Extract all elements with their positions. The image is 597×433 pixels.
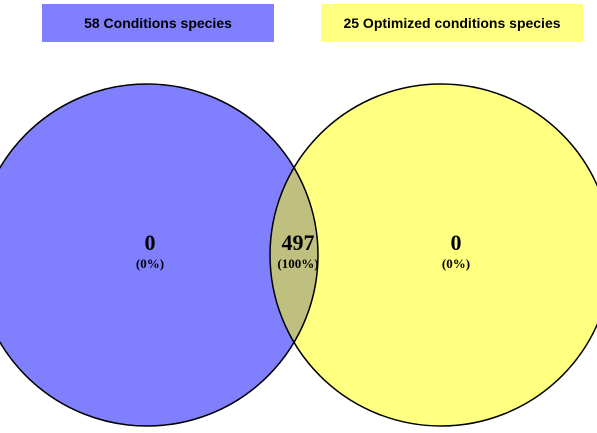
legend-set-a-label: 58 Conditions species [84, 15, 232, 31]
overlap-count: 497 [282, 230, 315, 255]
set-b-circle [270, 84, 597, 426]
only-a-percent: (0%) [136, 256, 164, 271]
legend-set-a: 58 Conditions species [42, 4, 274, 42]
set-a-circle [0, 84, 318, 426]
legend-set-b: 25 Optimized conditions species [321, 4, 583, 42]
only-b-count: 0 [451, 230, 462, 255]
set-b-outline [269, 83, 597, 427]
only-a-count: 0 [145, 230, 156, 255]
set-a-outline [0, 83, 319, 427]
only-b-percent: (0%) [442, 256, 470, 271]
overlap-percent: (100%) [277, 256, 318, 271]
legend-set-b-label: 25 Optimized conditions species [343, 15, 561, 31]
